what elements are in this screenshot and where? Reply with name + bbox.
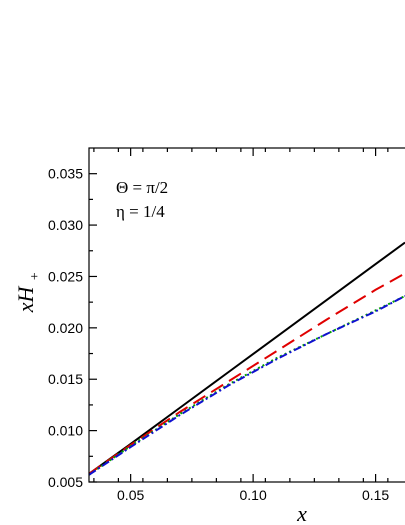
y-tick-label: 0.035 <box>48 166 83 182</box>
y-tick-label: 0.010 <box>48 423 83 439</box>
series-line-3 <box>88 295 405 476</box>
series-line-2 <box>88 295 405 476</box>
x-tick-label: 0.15 <box>362 487 389 503</box>
y-tick-label: 0.015 <box>48 371 83 387</box>
y-axis-label-main: xH <box>13 286 38 314</box>
y-axis-label-sub: + <box>28 272 43 281</box>
y-tick-label: 0.025 <box>48 268 83 284</box>
annotation-theta: Θ = π/2 <box>116 178 168 197</box>
y-axis-label: xH + <box>13 272 43 314</box>
y-tick-label: 0.030 <box>48 217 83 233</box>
x-tick-label: 0.05 <box>117 487 144 503</box>
y-tick-label: 0.005 <box>48 474 83 490</box>
annotation-eta: η = 1/4 <box>116 202 165 221</box>
x-axis-label: x <box>296 501 307 525</box>
x-tick-label: 0.10 <box>239 487 266 503</box>
series-line-0 <box>88 241 405 475</box>
plot-frame <box>88 147 405 483</box>
y-tick-label: 0.020 <box>48 320 83 336</box>
series-layer <box>88 241 405 476</box>
ticks-layer: 0.05 0.10 0.15 0.005 0.010 0.015 0.020 0.025 0.0… <box>48 148 389 503</box>
series-line-1 <box>88 272 405 475</box>
